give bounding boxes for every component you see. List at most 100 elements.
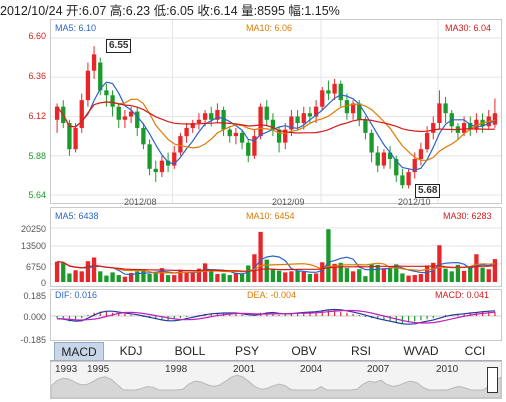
volume-bar: [480, 267, 485, 282]
macd-y-tick: 0.185: [23, 291, 46, 301]
vol-ma5-legend: MA5: 6438: [55, 211, 99, 221]
volume-bar: [98, 271, 103, 282]
candle-body: [98, 62, 103, 91]
candle-body: [357, 103, 362, 120]
volume-bar: [61, 262, 66, 282]
candle-body: [406, 172, 411, 186]
candle-body: [418, 149, 424, 160]
overview-area: [51, 374, 501, 398]
candle-body: [165, 160, 171, 166]
candle-body: [387, 152, 393, 160]
volume-bar: [141, 269, 146, 282]
volume-bar: [54, 261, 60, 282]
volume-bar: [147, 274, 152, 282]
candlestick-chart: [51, 20, 501, 203]
candle-body: [313, 106, 319, 117]
volume-bar: [394, 264, 399, 282]
candle-body: [67, 123, 72, 150]
volume-bar: [215, 274, 220, 282]
macd-chart: [51, 308, 501, 325]
price-chart-panel[interactable]: MA5: 6.10 MA10: 6.06 MA30: 6.04 6.55 5.6…: [50, 19, 502, 204]
volume-bar: [474, 254, 479, 282]
volume-bar: [202, 263, 208, 282]
tab-rsi[interactable]: RSI: [350, 344, 371, 358]
volume-bar: [431, 262, 436, 282]
volume-bar: [128, 272, 134, 282]
volume-bar: [270, 268, 276, 282]
price-y-tick: 6.12: [28, 111, 46, 121]
navigator-year: 1993: [55, 364, 78, 375]
candle-body: [350, 103, 356, 114]
candle-body: [79, 100, 84, 128]
volume-bar: [196, 268, 202, 282]
tab-psy[interactable]: PSY: [234, 344, 259, 358]
price-y-tick: 6.36: [28, 71, 46, 81]
tab-kdj[interactable]: KDJ: [119, 344, 143, 358]
volume-bar: [492, 259, 498, 282]
macd-y-tick: 0.000: [23, 312, 46, 322]
quote-info-line: 2012/10/24 开:6.07 高:6.23 低:6.05 收:6.14 量…: [0, 4, 340, 18]
ma10-line: [56, 98, 495, 161]
volume-bar: [443, 268, 448, 282]
volume-bar: [122, 276, 128, 282]
candle-body: [141, 127, 146, 145]
volume-bar: [461, 270, 467, 282]
tab-wvad[interactable]: WVAD: [403, 344, 439, 358]
volume-bar: [153, 272, 158, 282]
volume-bar: [289, 271, 294, 282]
price-x-tick: 2012/10: [398, 197, 431, 207]
candle-body: [307, 113, 313, 117]
price-y-tick: 5.64: [28, 190, 46, 200]
tab-cci[interactable]: CCI: [464, 344, 486, 358]
candle-body: [147, 144, 152, 169]
price-y-tick: 6.60: [28, 31, 46, 41]
vol-ma5-line: [57, 255, 496, 276]
candle-body: [326, 90, 331, 94]
candle-body: [73, 127, 78, 150]
vol-ma30-legend: MA30: 6283: [443, 211, 492, 221]
candle-body: [153, 168, 158, 173]
volume-bar: [400, 273, 405, 282]
volume-bar: [301, 271, 306, 282]
volume-bar: [184, 272, 189, 282]
volume-bar: [295, 270, 300, 282]
candle-body: [301, 113, 306, 124]
navigator-year: 2007: [367, 364, 390, 375]
volume-bar: [406, 275, 411, 282]
candle-body: [363, 119, 368, 133]
tab-obv[interactable]: OBV: [291, 344, 317, 358]
candle-body: [461, 123, 467, 133]
volume-bar: [449, 271, 454, 282]
navigator-year: 2010: [436, 364, 459, 375]
candle-body: [375, 152, 380, 166]
candle-body: [172, 152, 177, 166]
range-slider-handle[interactable]: [487, 367, 498, 393]
tab-boll[interactable]: BOLL: [174, 344, 206, 358]
tab-macd[interactable]: MACD: [54, 342, 104, 360]
candle-body: [110, 95, 115, 107]
volume-bar: [264, 259, 269, 282]
volume-bar: [110, 272, 115, 282]
vol-ma10-legend: MA10: 6454: [246, 211, 295, 221]
macd-chart-panel[interactable]: DIF: 0.016 DEA: -0.004 MACD: 0.041: [50, 289, 502, 341]
volume-bar: [338, 262, 343, 282]
macd-legend: MACD: 0.041: [435, 290, 490, 300]
candle-body: [264, 106, 269, 120]
dea-line: [57, 309, 495, 324]
candle-body: [270, 119, 276, 130]
volume-bar: [165, 275, 171, 282]
volume-bar: [178, 269, 183, 282]
navigator-year: 1995: [87, 364, 110, 375]
volume-bar: [344, 268, 350, 282]
candle-body: [295, 116, 300, 124]
time-range-navigator[interactable]: 1993 1995 1998 2001 2004 2007 2010: [50, 361, 502, 399]
volume-bar: [91, 257, 97, 282]
dif-line: [57, 308, 495, 325]
ma10-legend: MA10: 6.06: [246, 23, 293, 33]
volume-bar: [387, 268, 393, 282]
volume-bar: [313, 273, 319, 282]
candle-body: [104, 90, 109, 96]
volume-chart-panel[interactable]: MA5: 6438 MA10: 6454 MA30: 6283: [50, 207, 502, 287]
candle-body: [400, 175, 405, 186]
volume-bar: [79, 271, 84, 282]
